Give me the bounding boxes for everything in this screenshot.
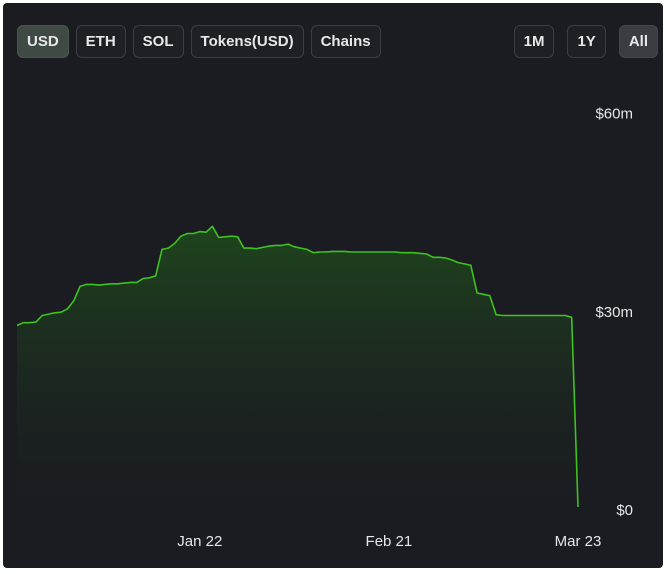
range-button[interactable]: 1Y [567, 25, 606, 58]
currency-button[interactable]: Chains [310, 25, 381, 58]
currency-button[interactable]: ETH [75, 25, 126, 58]
line [16, 225, 579, 508]
currency-tabs: USD ETH SOL Tokens(USD) Chains [17, 25, 381, 58]
range-button[interactable]: All [618, 25, 658, 58]
chart: $0 $30m $60m Jan 22 Feb 21 Mar 23 [16, 106, 633, 550]
currency-button[interactable]: SOL [132, 25, 184, 58]
currency-button[interactable]: Tokens(USD) [190, 25, 304, 58]
y-tick-label: $0 [616, 502, 633, 519]
x-tick-label: Feb 21 [366, 533, 413, 550]
currency-button[interactable]: USD [17, 25, 69, 58]
range-button[interactable]: 1M [513, 25, 555, 58]
y-tick-label: $60m [595, 106, 633, 123]
chart-panel: USD ETH SOL Tokens(USD) Chains 1M 1Y All $0 $30… [3, 3, 663, 568]
x-tick-label: Mar 23 [555, 533, 602, 550]
area-fill [17, 226, 578, 512]
range-tabs: 1M 1Y All [513, 25, 658, 58]
x-tick-label: Jan 22 [177, 533, 222, 550]
y-tick-label: $30m [595, 304, 633, 321]
